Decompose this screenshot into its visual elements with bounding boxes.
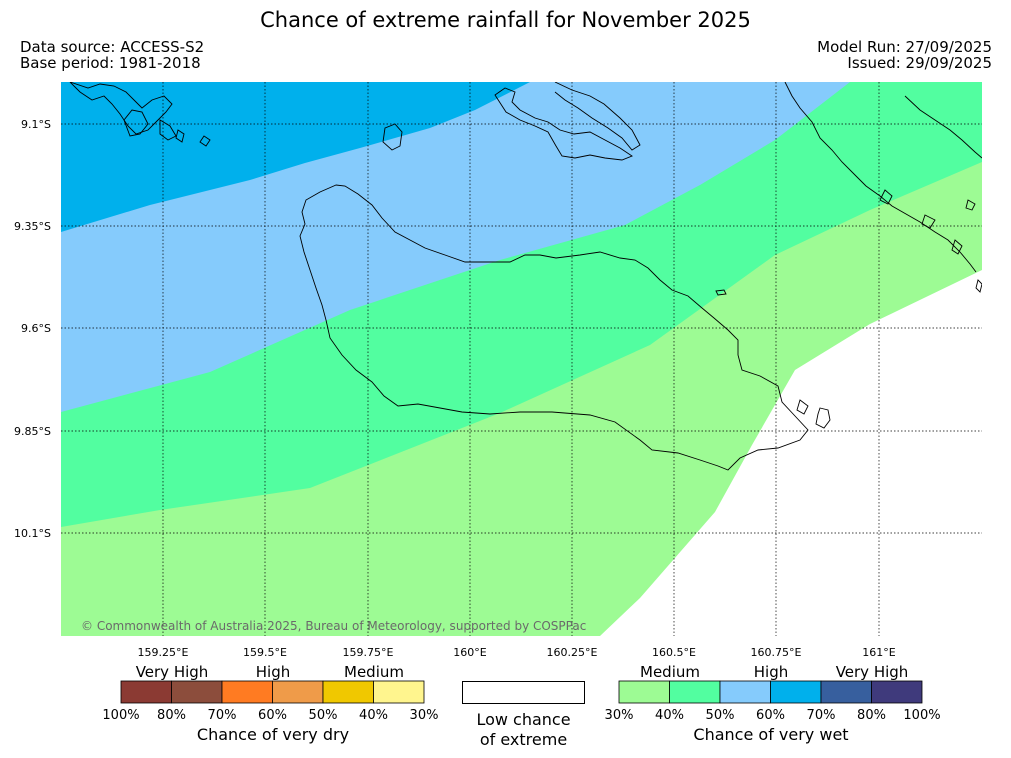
- lat-label: 9.35°S: [14, 220, 51, 233]
- probability-zones: © Commonwealth of Australia 2025, Bureau…: [61, 82, 982, 636]
- wet-swatches: [618, 680, 923, 704]
- wet-tick-label: 60%: [756, 708, 785, 723]
- coastlines: [69, 82, 982, 471]
- model-run: Model Run: 27/09/2025: [817, 38, 992, 56]
- issued-date: Issued: 29/09/2025: [847, 54, 992, 72]
- page-title: Chance of extreme rainfall for November …: [260, 8, 751, 32]
- dry-tick-label: 30%: [410, 708, 439, 723]
- wet-caption: Chance of very wet: [693, 725, 848, 744]
- lon-label: 161°E: [862, 646, 895, 659]
- dry-swatch: [171, 680, 223, 704]
- dry-tick-label: 70%: [208, 708, 237, 723]
- dry-tick-label: 60%: [258, 708, 287, 723]
- dry-swatch: [120, 680, 172, 704]
- lat-label: 10.1°S: [14, 527, 51, 540]
- dry-legend: Very High High Medium 100% 80% 70% 60% 50% 40…: [102, 663, 438, 744]
- lon-label: 160.5°E: [652, 646, 696, 659]
- lon-label: 160°E: [453, 646, 486, 659]
- wet-tick-label: 50%: [706, 708, 735, 723]
- dry-label-very-high: Very High: [136, 663, 209, 681]
- lon-label: 159.25°E: [138, 646, 189, 659]
- dry-tick-label: 80%: [157, 708, 186, 723]
- wet-swatch: [669, 680, 721, 704]
- dry-swatch: [272, 680, 324, 704]
- meta-right: Model Run: 27/09/2025 Issued: 29/09/2025: [817, 39, 992, 71]
- low-chance-label: Low chance of extreme: [452, 710, 595, 750]
- wet-ticks: 30% 40% 50% 60% 70% 80% 100%: [605, 708, 941, 723]
- lat-label: 9.1°S: [21, 118, 51, 131]
- wet-label-medium: Medium: [640, 663, 700, 681]
- wet-tick-label: 40%: [655, 708, 684, 723]
- data-source: Data source: ACCESS-S2: [20, 38, 205, 56]
- wet-label-high: High: [754, 663, 788, 681]
- dry-swatch: [373, 680, 425, 704]
- lat-label: 9.6°S: [21, 322, 51, 335]
- dry-tick-label: 100%: [102, 708, 139, 723]
- wet-legend: Medium High Very High 30% 40% 50% 60% 70% 80%…: [605, 663, 941, 744]
- dry-ticks: 100% 80% 70% 60% 50% 40% 30%: [102, 708, 438, 723]
- zone-very-wet-70-80: [61, 82, 530, 232]
- low-chance-line1: Low chance: [476, 710, 571, 729]
- wet-tick-label: 30%: [605, 708, 634, 723]
- dry-swatch: [322, 680, 374, 704]
- wet-swatch: [871, 680, 923, 704]
- dry-swatch: [221, 680, 273, 704]
- wet-label-very-high: Very High: [836, 663, 909, 681]
- dry-label-high: High: [256, 663, 290, 681]
- wet-swatch: [719, 680, 771, 704]
- low-chance-line2: of extreme: [479, 730, 568, 749]
- dry-tick-label: 40%: [359, 708, 388, 723]
- graticule: [61, 82, 982, 636]
- wet-tick-label: 100%: [903, 708, 940, 723]
- wet-swatch: [820, 680, 872, 704]
- dry-swatches: [120, 680, 425, 704]
- lon-label: 160.75°E: [751, 646, 802, 659]
- lon-labels: 159.25°E 159.5°E 159.75°E 160°E 160.25°E…: [138, 646, 896, 659]
- lat-label: 9.85°S: [14, 425, 51, 438]
- lon-label: 160.25°E: [547, 646, 598, 659]
- wet-tick-label: 80%: [857, 708, 886, 723]
- meta-left: Data source: ACCESS-S2 Base period: 1981…: [20, 39, 204, 71]
- low-chance-swatch: [462, 681, 585, 704]
- lon-label: 159.5°E: [243, 646, 287, 659]
- dry-tick-label: 50%: [309, 708, 338, 723]
- wet-tick-label: 70%: [807, 708, 836, 723]
- base-period: Base period: 1981-2018: [20, 54, 201, 72]
- dry-caption: Chance of very dry: [197, 725, 349, 744]
- lon-label: 159.75°E: [343, 646, 394, 659]
- wet-swatch: [618, 680, 670, 704]
- lat-labels: 9.1°S 9.35°S 9.6°S 9.85°S 10.1°S: [14, 118, 51, 540]
- copyright-text: © Commonwealth of Australia 2025, Bureau…: [81, 619, 586, 633]
- dry-label-medium: Medium: [344, 663, 404, 681]
- wet-swatch: [770, 680, 822, 704]
